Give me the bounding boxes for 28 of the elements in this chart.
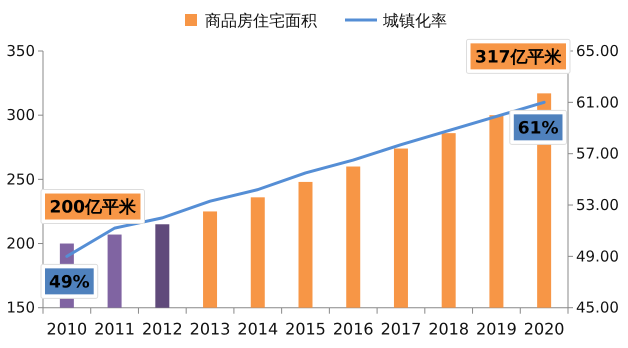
legend-label: 商品房住宅面积 [205, 11, 317, 30]
legend-label: 城镇化率 [382, 11, 447, 30]
y2-tick-label: 49.00 [576, 247, 619, 266]
x-tick-label: 2010 [46, 320, 88, 339]
y2-tick-label: 61.00 [576, 93, 619, 112]
data-label: 61% [518, 118, 558, 138]
y-tick-label: 200 [6, 234, 35, 253]
annotation: 200亿平米 [49, 198, 137, 218]
y2-tick-label: 45.00 [576, 298, 619, 317]
data-label: 49% [49, 272, 90, 292]
x-tick-label: 2015 [285, 320, 326, 339]
x-tick-label: 2016 [332, 320, 374, 339]
x-tick-label: 2013 [190, 320, 230, 339]
y-tick-label: 350 [6, 42, 35, 60]
y2-tick-label: 57.00 [576, 144, 619, 163]
y-tick-label: 150 [6, 298, 35, 317]
x-tick-label: 2019 [476, 320, 517, 339]
y2-tick-label: 65.00 [576, 42, 619, 60]
annotation: 317亿平米 [475, 47, 562, 68]
x-tick-label: 2012 [142, 320, 183, 339]
x-tick-label: 2018 [428, 320, 470, 339]
y-tick-label: 300 [6, 106, 35, 124]
x-tick-label: 2011 [94, 320, 135, 339]
y-tick-label: 250 [6, 170, 35, 188]
y2-tick-label: 53.00 [576, 196, 619, 214]
x-tick-label: 2017 [380, 320, 422, 339]
x-tick-label: 2020 [524, 320, 564, 339]
x-tick-label: 2014 [237, 320, 278, 339]
